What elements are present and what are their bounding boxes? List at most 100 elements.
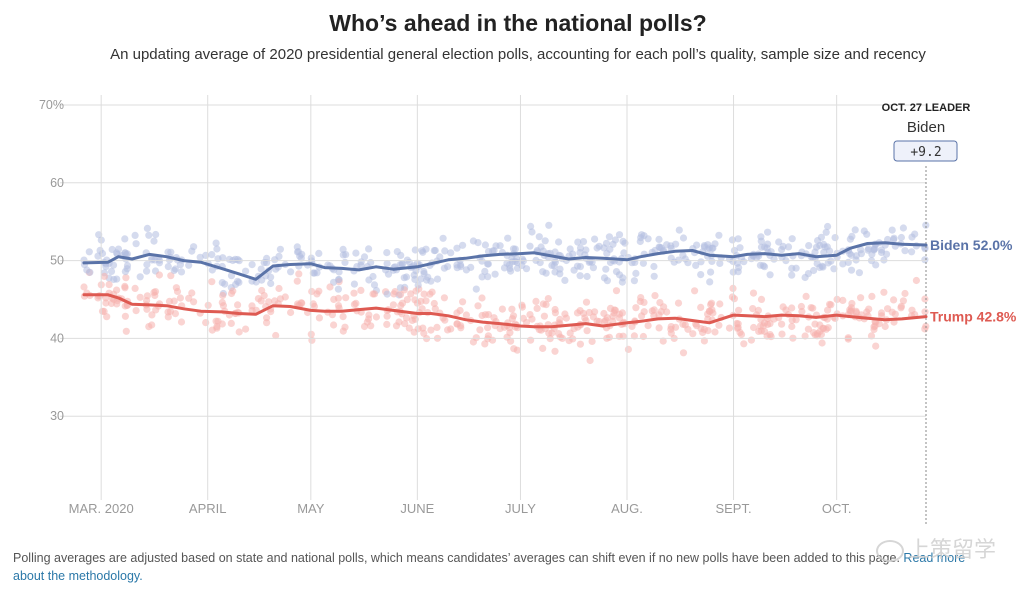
trump-poll-dot bbox=[868, 292, 876, 300]
biden-poll-dot bbox=[242, 267, 250, 275]
trump-poll-dot bbox=[679, 320, 687, 328]
trump-poll-dot bbox=[585, 308, 593, 317]
biden-poll-dot bbox=[143, 267, 151, 275]
biden-poll-dot bbox=[897, 233, 906, 242]
trump-poll-dot bbox=[350, 289, 358, 297]
biden-poll-dot bbox=[615, 271, 624, 279]
biden-poll-dot bbox=[820, 240, 828, 248]
trump-poll-dot bbox=[412, 287, 420, 295]
trump-poll-dot bbox=[131, 284, 139, 292]
biden-poll-dot bbox=[899, 224, 908, 232]
trump-poll-dot bbox=[595, 317, 603, 326]
trump-poll-dot bbox=[427, 326, 435, 334]
x-tick-label: AUG. bbox=[611, 501, 643, 516]
trump-poll-dot bbox=[527, 336, 535, 344]
biden-poll-dot bbox=[397, 251, 405, 259]
biden-poll-dot bbox=[603, 249, 611, 257]
trump-poll-dot bbox=[715, 321, 723, 329]
trump-poll-dot bbox=[897, 302, 906, 310]
biden-poll-dot bbox=[728, 236, 737, 244]
trump-poll-dot bbox=[105, 281, 113, 289]
biden-poll-dot bbox=[121, 235, 129, 243]
trump-poll-dot bbox=[650, 306, 658, 314]
trump-poll-dot bbox=[402, 314, 411, 322]
biden-poll-dot bbox=[700, 242, 709, 250]
trump-poll-dot bbox=[478, 294, 486, 302]
trump-poll-dot bbox=[818, 339, 826, 347]
biden-poll-dot bbox=[420, 270, 428, 278]
biden-poll-dot bbox=[576, 244, 585, 252]
biden-poll-dot bbox=[248, 261, 256, 269]
biden-poll-dot bbox=[579, 238, 588, 246]
biden-poll-dot bbox=[632, 269, 640, 277]
biden-poll-dot bbox=[431, 246, 439, 255]
trump-poll-dot bbox=[213, 323, 221, 331]
biden-poll-dot bbox=[591, 235, 599, 243]
trump-poll-dot bbox=[165, 297, 174, 305]
biden-poll-dot bbox=[830, 265, 838, 273]
biden-poll-dot bbox=[602, 265, 610, 273]
trump-poll-dot bbox=[155, 271, 163, 279]
trump-poll-dot bbox=[484, 324, 492, 332]
biden-poll-dot bbox=[86, 268, 94, 276]
biden-poll-dot bbox=[822, 228, 830, 236]
trump-poll-dot bbox=[792, 316, 800, 324]
watermark-logo: 上策留学 bbox=[876, 532, 996, 564]
biden-poll-dot bbox=[736, 244, 744, 252]
biden-poll-dot bbox=[890, 235, 898, 244]
wechat-icon bbox=[876, 540, 904, 562]
trump-poll-dot bbox=[884, 305, 892, 313]
biden-poll-dot bbox=[766, 271, 774, 279]
biden-poll-dot bbox=[814, 237, 822, 245]
trump-poll-dot bbox=[176, 294, 184, 302]
trump-poll-dot bbox=[609, 312, 617, 320]
trump-poll-dot bbox=[507, 337, 515, 345]
trump-poll-dot bbox=[219, 302, 227, 310]
biden-poll-dot bbox=[518, 255, 527, 263]
biden-poll-dot bbox=[383, 249, 391, 257]
biden-poll-dot bbox=[234, 277, 242, 285]
biden-poll-dot bbox=[615, 231, 624, 239]
trump-poll-dot bbox=[797, 302, 806, 311]
biden-poll-dot bbox=[569, 250, 577, 258]
biden-poll-dot bbox=[901, 247, 909, 255]
trump-poll-dot bbox=[258, 286, 266, 295]
trump-poll-dot bbox=[148, 321, 156, 329]
biden-poll-dot bbox=[576, 272, 584, 280]
biden-poll-dot bbox=[630, 277, 639, 285]
biden-poll-dot bbox=[258, 276, 266, 284]
biden-poll-dot bbox=[779, 242, 787, 250]
biden-poll-dot bbox=[110, 275, 118, 284]
trump-poll-dot bbox=[272, 331, 280, 340]
biden-poll-dot bbox=[459, 241, 467, 249]
biden-poll-dot bbox=[788, 271, 796, 279]
trump-poll-dot bbox=[350, 300, 358, 308]
biden-poll-dot bbox=[650, 262, 658, 271]
trump-poll-dot bbox=[545, 329, 553, 337]
trump-poll-dot bbox=[389, 301, 397, 309]
biden-poll-dot bbox=[218, 279, 226, 287]
trump-poll-dot bbox=[481, 340, 489, 348]
trump-poll-dot bbox=[407, 290, 415, 298]
biden-poll-dot bbox=[287, 268, 295, 276]
biden-poll-dot bbox=[472, 285, 480, 293]
biden-poll-dot bbox=[208, 251, 216, 259]
trump-poll-dot bbox=[122, 327, 130, 335]
biden-poll-dot bbox=[484, 260, 492, 268]
biden-poll-dot bbox=[439, 234, 447, 242]
x-tick-label: MAR. 2020 bbox=[69, 501, 134, 516]
biden-poll-dot bbox=[650, 272, 658, 280]
trump-poll-dot bbox=[844, 334, 852, 342]
trump-poll-dot bbox=[234, 301, 242, 309]
biden-poll-dot bbox=[548, 261, 556, 269]
methodology-link[interactable]: Read more about the methodology. bbox=[13, 551, 966, 583]
biden-poll-dot bbox=[490, 247, 498, 255]
biden-poll-dot bbox=[518, 261, 526, 270]
trump-poll-dot bbox=[667, 323, 675, 331]
trump-poll-dot bbox=[921, 308, 929, 316]
biden-poll-dot bbox=[132, 240, 140, 248]
trump-poll-dot bbox=[801, 332, 809, 340]
trump-poll-dot bbox=[390, 290, 398, 298]
trump-poll-dot bbox=[422, 297, 430, 305]
biden-poll-dot bbox=[350, 280, 358, 288]
